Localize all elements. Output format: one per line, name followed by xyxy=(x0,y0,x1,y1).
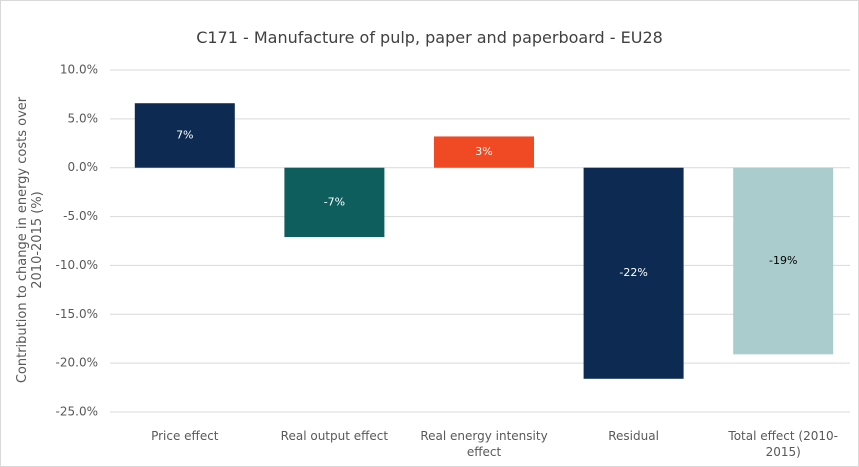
y-tick-label: -20.0% xyxy=(56,356,98,370)
y-tick-label: 5.0% xyxy=(68,111,99,125)
bar xyxy=(434,136,534,168)
data-label: 3% xyxy=(475,145,492,158)
bar xyxy=(134,103,235,168)
x-tick-label: Residual xyxy=(608,429,659,443)
bar xyxy=(284,167,385,238)
data-label: -7% xyxy=(324,195,345,208)
y-tick-label: -5.0% xyxy=(63,209,98,223)
y-tick-label: -10.0% xyxy=(56,258,98,272)
bar xyxy=(583,167,684,379)
chart-title: C171 - Manufacture of pulp, paper and pa… xyxy=(196,28,663,47)
data-label: 7% xyxy=(176,128,193,141)
y-tick-label: -25.0% xyxy=(56,405,98,419)
y-tick-label: -15.0% xyxy=(56,307,98,321)
y-tick-label: 10.0% xyxy=(60,63,98,77)
x-tick-label: Real energy intensity effect xyxy=(420,429,548,459)
x-tick-label: Price effect xyxy=(151,429,219,443)
x-tick-label: Total effect (2010-2015) xyxy=(728,429,838,459)
data-label: -19% xyxy=(769,254,797,267)
data-label: -22% xyxy=(619,266,647,279)
bar xyxy=(733,167,834,355)
y-tick-label: 0.0% xyxy=(68,160,99,174)
x-tick-label: Real output effect xyxy=(280,429,389,443)
